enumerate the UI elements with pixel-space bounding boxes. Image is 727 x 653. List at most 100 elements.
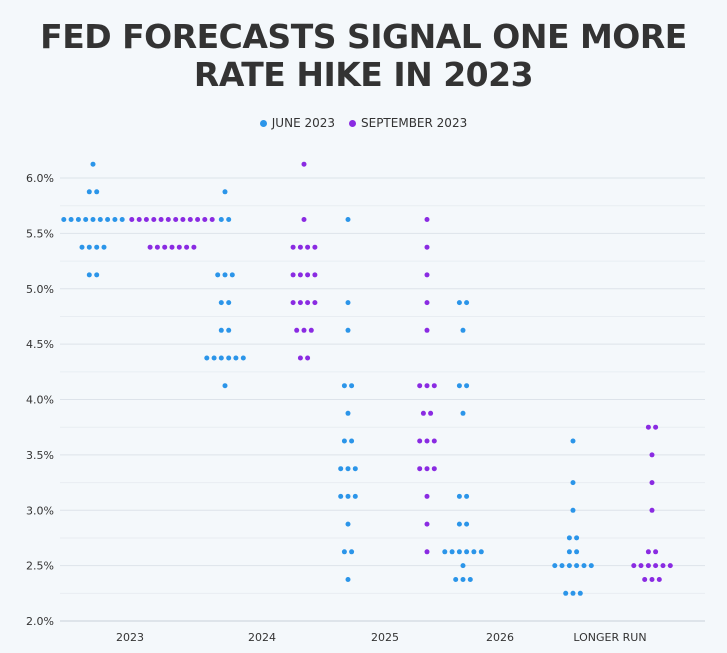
june-dot [345,327,351,333]
june-dot [233,355,239,361]
september-dot [184,244,190,250]
september-dot [649,480,655,486]
june-dot [90,217,96,222]
september-dot [417,466,423,472]
june-dot [345,466,351,472]
legend-item-june: JUNE 2023 [259,116,335,130]
september-dot [173,217,179,222]
september-dot [169,244,175,250]
june-dot [341,438,347,444]
june-dot [460,410,466,416]
september-dot [305,300,311,306]
september-dot [294,327,300,333]
june-dot [119,217,125,222]
june-dot [453,577,459,582]
september-dot [151,217,157,222]
june-dot [456,549,462,555]
september-dot [417,438,423,444]
x-tick-label: 2026 [486,631,514,644]
september-dot [424,438,430,444]
june-dot [456,383,462,389]
june-dot [75,217,81,222]
september-dot [305,355,311,361]
september-dot [653,424,659,430]
june-dot [222,189,228,195]
june-dot [226,327,232,333]
september-dot [290,300,296,306]
june-dot [464,521,470,527]
june-dot [345,300,351,306]
september-dot [297,355,303,361]
september-dot [420,410,426,416]
june-dot [570,480,576,486]
june-dot [574,563,580,569]
june-dot [570,438,576,444]
june-dot [226,355,232,361]
june-dot [218,355,224,361]
june-dot [574,549,580,555]
june-dot [449,549,455,555]
september-dot [645,563,651,569]
x-tick-label: 2024 [248,631,276,644]
june-dot [94,189,100,195]
september-dot [638,563,644,569]
legend: JUNE 2023 SEPTEMBER 2023 [0,116,727,130]
june-dot [215,272,221,278]
june-dot [222,383,228,389]
september-dot [424,272,430,278]
june-dot [345,521,351,527]
june-dot [563,590,569,596]
legend-label-september: SEPTEMBER 2023 [361,116,468,130]
september-dot [424,383,430,389]
june-dot [460,577,466,582]
september-dot [209,217,215,222]
june-dot [456,493,462,499]
september-dot [154,244,160,250]
june-dot [218,217,224,222]
june-dot [566,549,572,555]
september-dot [431,438,437,444]
june-dot [86,272,92,278]
september-dot [645,549,651,555]
june-dot [464,549,470,555]
september-dot [180,217,186,222]
september-dot [649,577,655,582]
june-dot [79,244,85,250]
september-dot [301,161,307,167]
september-dot [431,466,437,472]
june-dot [86,189,92,195]
june-dot [349,549,355,555]
june-dot [588,563,594,569]
june-dot [570,590,576,596]
june-dot [94,244,100,250]
y-tick-label: 5.5% [26,227,54,240]
september-dot [424,300,430,306]
september-dot [642,577,648,582]
chart-title: FED FORECASTS SIGNAL ONE MORE RATE HIKE … [40,17,687,94]
september-dot [308,327,314,333]
september-dot [424,217,430,222]
x-tick-label: 2023 [116,631,144,644]
september-dot [431,383,437,389]
september-dot [297,300,303,306]
june-dot [211,355,217,361]
september-dot [290,244,296,250]
september-dot [428,410,434,416]
y-tick-label: 4.5% [26,338,54,351]
september-dot [424,466,430,472]
june-dot [581,563,587,569]
june-dot [460,563,466,569]
legend-dot-june [259,119,267,127]
september-dot [297,272,303,278]
june-dot [577,590,583,596]
june-dot [345,493,351,499]
september-dot [631,563,637,569]
june-dot [105,217,111,222]
september-dot [297,244,303,250]
y-tick-label: 4.0% [26,394,54,407]
september-dot [656,577,662,582]
june-dot [574,535,580,541]
june-dot [218,300,224,306]
september-dot [312,244,318,250]
september-dot [649,452,655,458]
